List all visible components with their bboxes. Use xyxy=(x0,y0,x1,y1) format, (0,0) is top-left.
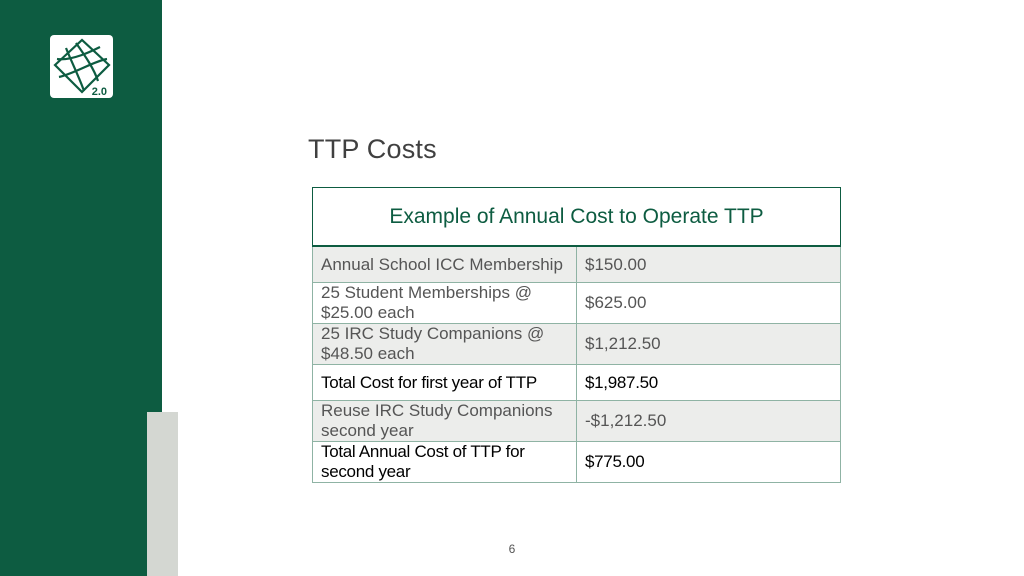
slide-title: TTP Costs xyxy=(308,134,437,164)
accent-bar xyxy=(147,412,178,576)
row-label: Reuse IRC Study Companions second year xyxy=(312,400,577,442)
row-amount: $1,212.50 xyxy=(576,323,841,365)
table-row-total: Total Cost for first year of TTP $1,987.… xyxy=(312,364,841,401)
row-label: 25 Student Memberships @ $25.00 each xyxy=(312,282,577,324)
logo-globe-icon: 2.0 xyxy=(53,38,111,98)
row-label: Total Cost for first year of TTP xyxy=(312,364,577,401)
row-label: Annual School ICC Membership xyxy=(312,245,577,283)
table-header: Example of Annual Cost to Operate TTP xyxy=(312,187,841,247)
cost-table: Example of Annual Cost to Operate TTP An… xyxy=(312,187,841,483)
table-header-row: Example of Annual Cost to Operate TTP xyxy=(312,187,841,247)
table-row: Annual School ICC Membership $150.00 xyxy=(312,245,841,283)
table-row: 25 Student Memberships @ $25.00 each $62… xyxy=(312,282,841,324)
row-amount: $625.00 xyxy=(576,282,841,324)
table-row: Reuse IRC Study Companions second year -… xyxy=(312,400,841,442)
page-number: 6 xyxy=(508,542,516,556)
row-amount: $1,987.50 xyxy=(576,364,841,401)
table-row-total: Total Annual Cost of TTP for second year… xyxy=(312,441,841,483)
table-row: 25 IRC Study Companions @ $48.50 each $1… xyxy=(312,323,841,365)
row-label: 25 IRC Study Companions @ $48.50 each xyxy=(312,323,577,365)
row-amount: $150.00 xyxy=(576,245,841,283)
logo-badge: 2.0 xyxy=(92,86,107,98)
row-amount: -$1,212.50 xyxy=(576,400,841,442)
row-label: Total Annual Cost of TTP for second year xyxy=(312,441,577,483)
row-amount: $775.00 xyxy=(576,441,841,483)
logo: 2.0 xyxy=(50,35,113,98)
